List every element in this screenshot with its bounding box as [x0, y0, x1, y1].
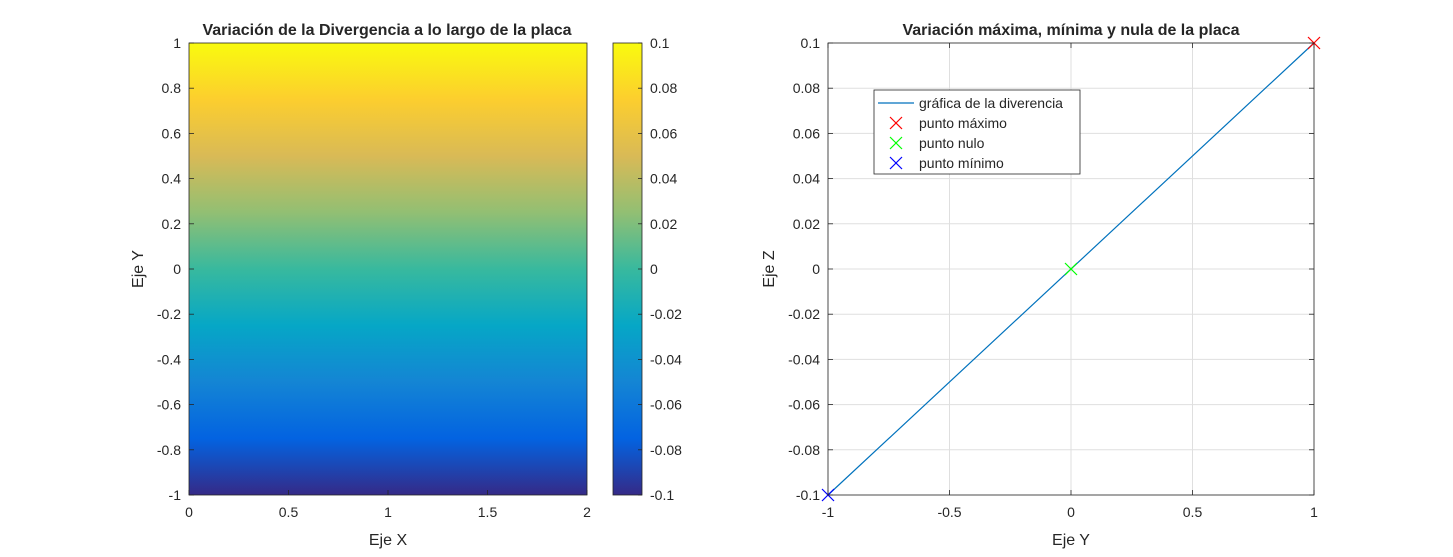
legend-box [873, 89, 1081, 175]
line-y-tick-label: -0.04 [788, 351, 820, 367]
line-y-tick-label: -0.1 [796, 487, 820, 503]
heatmap-chart: Variación de la Divergencia a lo largo d… [130, 22, 591, 549]
line-y-tick-label: 0.02 [793, 216, 820, 232]
heatmap-x-tick-label: 1 [384, 504, 392, 520]
legend-swatch-marker [889, 116, 903, 130]
legend-swatch-marker [889, 136, 903, 150]
heatmap-y-tick-label: 0.2 [162, 216, 182, 232]
legend-swatch-marker-stroke [889, 136, 903, 150]
heatmap-y-tick-label: 0 [173, 261, 181, 277]
line-y-label: Eje Z [761, 250, 778, 288]
line-y-tick-label: 0.04 [793, 171, 820, 187]
colorbar-tick-label: -0.06 [650, 397, 682, 413]
series-marker-2-stroke [1064, 262, 1078, 276]
line-y-tick-label: 0.1 [801, 35, 821, 51]
colorbar-tick-label: -0.1 [650, 487, 674, 503]
line-axes: -1 -0.5 0 0.5 1 -0.1 -0.08 -0.06 -0.04 -0.02 0 0.02… [788, 35, 1318, 520]
line-x-tick-label: -0.5 [937, 504, 961, 520]
heatmap-x-tick-label: 0 [185, 504, 193, 520]
legend: gráfica de la diverencia punto máximo punt… [873, 89, 1081, 175]
colorbar-tick-label: -0.08 [650, 442, 682, 458]
colorbar-tick-label: 0.1 [650, 35, 670, 51]
colorbar-tick-label: 0 [650, 261, 658, 277]
colorbar-tick-label: 0.08 [650, 80, 677, 96]
heatmap-y-tick-label: 0.4 [162, 171, 182, 187]
legend-label: punto máximo [919, 115, 1007, 131]
colorbar-tick-label: -0.02 [650, 306, 682, 322]
heatmap-field [189, 43, 587, 495]
line-chart: Variación máxima, mínima y nula de la pl… [761, 22, 1321, 549]
heatmap-y-tick-label: -0.8 [157, 442, 181, 458]
line-title: Variación máxima, mínima y nula de la pl… [902, 22, 1239, 39]
heatmap-y-tick-label: -0.6 [157, 397, 181, 413]
heatmap-x-label: Eje X [369, 532, 408, 549]
heatmap-y-tick-label: 0.6 [162, 125, 182, 141]
heatmap-y-tick-label: 0.8 [162, 80, 182, 96]
heatmap-axes: 0 0.5 1 1.5 2 -1 -0.8 -0.6 -0.4 -0.2 0 0.2 0.4 0.6 0.8… [157, 35, 591, 520]
line-y-tick-label: 0 [812, 261, 820, 277]
colorbar-tick-label: -0.04 [650, 351, 682, 367]
legend-swatch-marker-stroke [889, 116, 903, 130]
legend-label: gráfica de la diverencia [919, 95, 1063, 111]
line-x-label: Eje Y [1052, 532, 1090, 549]
line-x-tick-label: 0 [1067, 504, 1075, 520]
heatmap-y-tick-label: -0.4 [157, 351, 181, 367]
heatmap-y-tick-label: -1 [169, 487, 182, 503]
colorbar-gradient [612, 42, 643, 496]
heatmap-title: Variación de la Divergencia a lo largo d… [202, 22, 571, 39]
colorbar-tick-label: 0.02 [650, 216, 677, 232]
legend-label: punto nulo [919, 135, 985, 151]
heatmap-y-tick-label: -0.2 [157, 306, 181, 322]
line-y-tick-label: -0.08 [788, 442, 820, 458]
line-y-tick-label: 0.06 [793, 125, 820, 141]
legend-swatch-marker-stroke [889, 156, 903, 170]
heatmap-x-tick-label: 1.5 [478, 504, 498, 520]
heatmap-y-tick-label: 1 [173, 35, 181, 51]
colorbar: -0.1 -0.08 -0.06 -0.04 -0.02 0 0.02 0.04 0.06 0.0… [612, 35, 682, 503]
legend-swatch-marker [889, 156, 903, 170]
line-x-tick-label: 1 [1310, 504, 1318, 520]
legend-label: punto mínimo [919, 155, 1004, 171]
line-y-tick-label: 0.08 [793, 80, 820, 96]
line-x-tick-label: 0.5 [1183, 504, 1203, 520]
line-y-tick-label: -0.02 [788, 306, 820, 322]
heatmap-y-label: Eje Y [130, 250, 147, 288]
colorbar-tick-label: 0.04 [650, 171, 677, 187]
colorbar-ticks: -0.1 -0.08 -0.06 -0.04 -0.02 0 0.02 0.04 0.06 0.0… [638, 35, 682, 503]
colorbar-tick-label: 0.06 [650, 125, 677, 141]
heatmap-x-tick-label: 2 [583, 504, 591, 520]
series-marker-2 [1064, 262, 1078, 276]
line-x-tick-label: -1 [822, 504, 835, 520]
heatmap-x-tick-label: 0.5 [279, 504, 299, 520]
line-y-tick-label: -0.06 [788, 397, 820, 413]
